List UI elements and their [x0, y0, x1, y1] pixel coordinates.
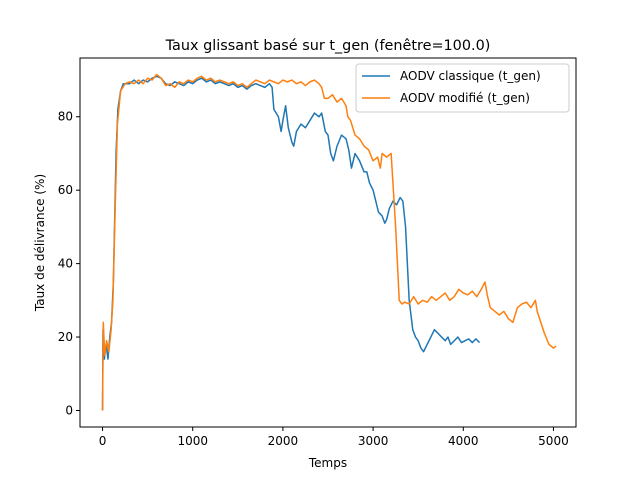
x-tick-label-5000: 5000 [538, 434, 569, 448]
x-tick-label-3000: 3000 [358, 434, 389, 448]
legend: AODV classique (t_gen) AODV modifié (t_g… [355, 63, 570, 113]
series-line-1 [101, 73, 557, 411]
series-layer [101, 73, 557, 411]
x-tick-label-0: 0 [99, 434, 107, 448]
x-tick-label-4000: 4000 [448, 434, 479, 448]
x-tick-label-2000: 2000 [268, 434, 299, 448]
x-tick-label-1000: 1000 [177, 434, 208, 448]
legend-label-classique: AODV classique (t_gen) [400, 69, 541, 83]
chart-title: Taux glissant basé sur t_gen (fenêtre=10… [165, 38, 491, 54]
plot-frame [79, 57, 577, 428]
legend-label-modifie: AODV modifié (t_gen) [400, 91, 530, 105]
y-tick-label-0: 0 [65, 403, 73, 417]
legend-box [355, 63, 570, 113]
y-axis: 0 20 40 60 80 [58, 110, 80, 417]
y-tick-label-60: 60 [58, 183, 73, 197]
y-tick-label-20: 20 [58, 330, 73, 344]
series-line-0 [101, 75, 481, 411]
y-tick-label-40: 40 [58, 257, 73, 271]
x-axis-label: Temps [308, 456, 347, 470]
y-axis-label: Taux de délivrance (%) [33, 174, 47, 312]
x-axis: 0 1000 2000 3000 4000 5000 [99, 427, 569, 448]
y-tick-label-80: 80 [58, 110, 73, 124]
